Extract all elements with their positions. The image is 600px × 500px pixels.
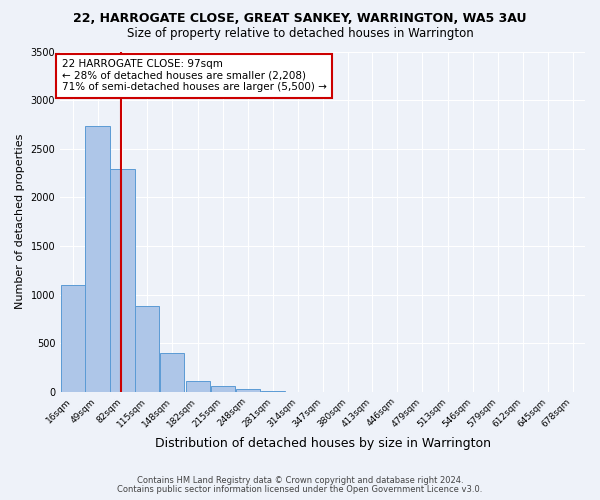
Bar <box>61 285 85 392</box>
Bar <box>211 386 235 392</box>
Bar <box>260 390 285 392</box>
Y-axis label: Number of detached properties: Number of detached properties <box>15 134 25 310</box>
Text: Contains public sector information licensed under the Open Government Licence v3: Contains public sector information licen… <box>118 484 482 494</box>
Bar <box>186 381 210 392</box>
Bar <box>160 353 184 392</box>
Text: 22, HARROGATE CLOSE, GREAT SANKEY, WARRINGTON, WA5 3AU: 22, HARROGATE CLOSE, GREAT SANKEY, WARRI… <box>73 12 527 26</box>
Bar <box>136 306 160 392</box>
Bar <box>236 389 260 392</box>
Text: Size of property relative to detached houses in Warrington: Size of property relative to detached ho… <box>127 28 473 40</box>
Bar <box>85 126 110 392</box>
Bar <box>110 169 134 392</box>
X-axis label: Distribution of detached houses by size in Warrington: Distribution of detached houses by size … <box>155 437 491 450</box>
Text: 22 HARROGATE CLOSE: 97sqm
← 28% of detached houses are smaller (2,208)
71% of se: 22 HARROGATE CLOSE: 97sqm ← 28% of detac… <box>62 60 326 92</box>
Text: Contains HM Land Registry data © Crown copyright and database right 2024.: Contains HM Land Registry data © Crown c… <box>137 476 463 485</box>
